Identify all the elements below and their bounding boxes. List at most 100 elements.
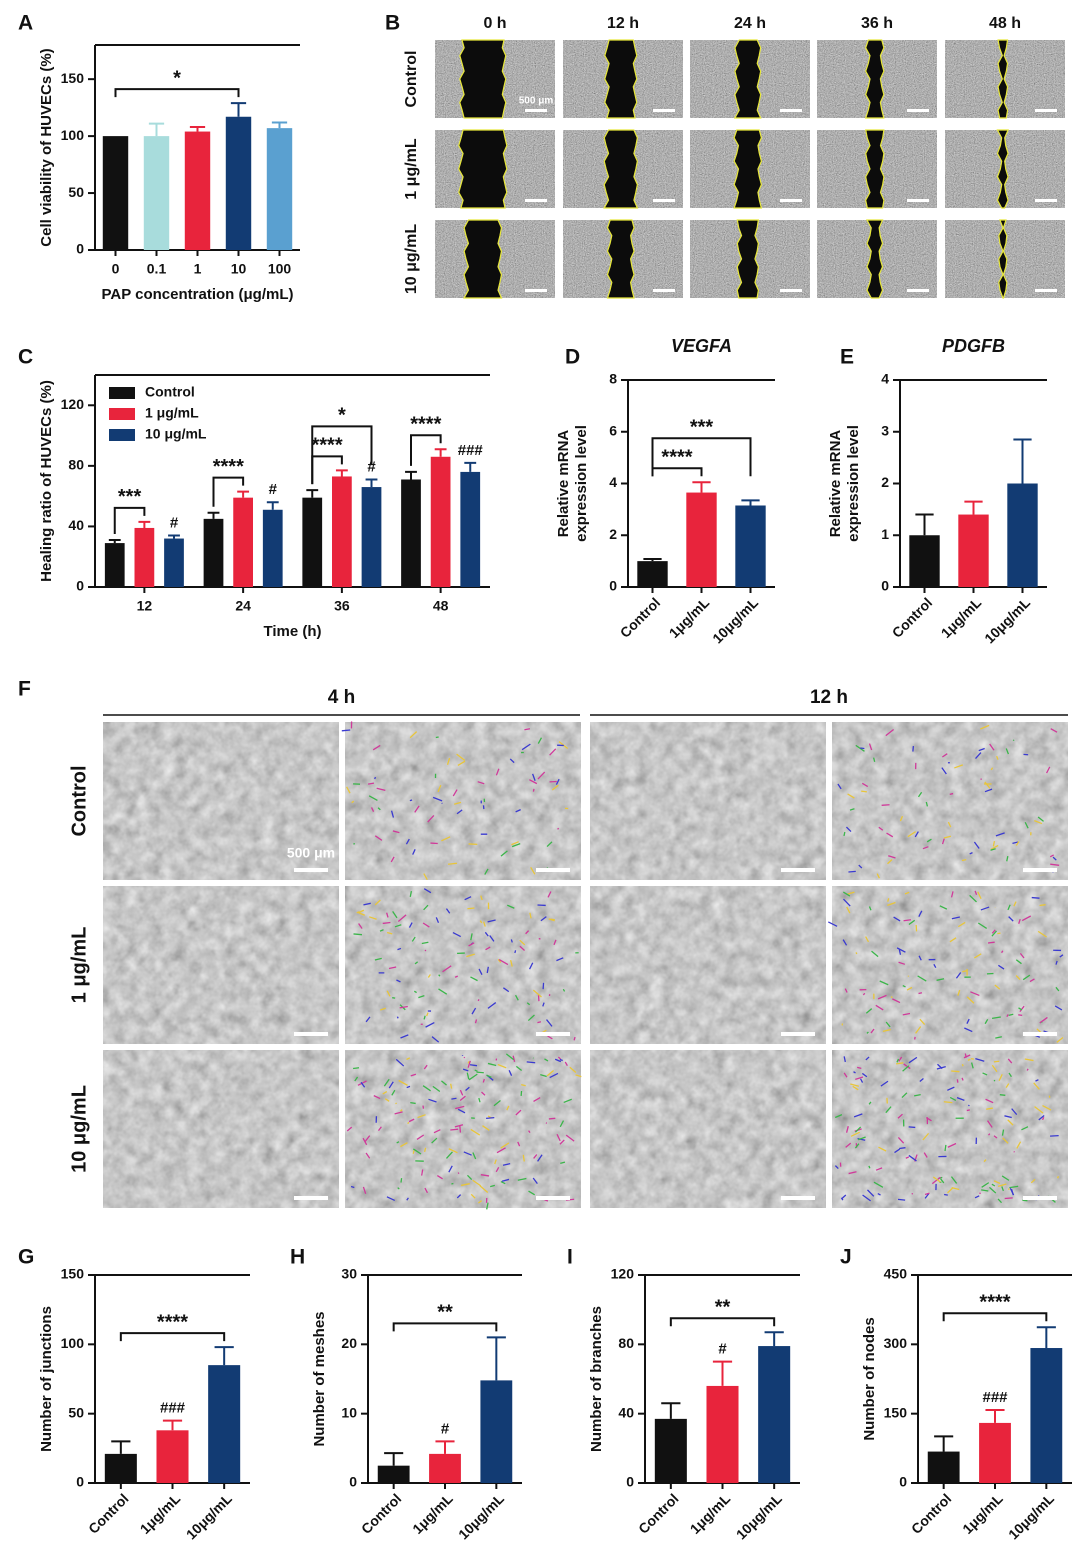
significance-label: *** <box>690 416 714 438</box>
network-segment <box>557 827 560 830</box>
x-tick-label: 10μg/mL <box>1005 1490 1057 1542</box>
network-segment <box>478 1097 481 1103</box>
network-segment <box>546 1069 555 1077</box>
network-segment <box>1026 1068 1029 1071</box>
micrograph <box>345 886 581 1044</box>
network-segment <box>966 996 975 1004</box>
network-segment <box>486 1202 489 1210</box>
error-bar <box>207 511 220 519</box>
network-segment <box>1007 1119 1014 1126</box>
network-segment <box>944 1144 947 1152</box>
panel-label: I <box>567 1246 573 1269</box>
network-segment <box>435 736 439 739</box>
network-segment <box>435 917 440 924</box>
x-tick-label: 1μg/mL <box>409 1490 456 1537</box>
network-segment <box>1042 1105 1052 1111</box>
network-segment <box>412 1150 415 1154</box>
network-segment <box>844 988 848 993</box>
network-segment <box>881 804 890 806</box>
network-segment <box>456 753 466 761</box>
bar <box>225 116 252 250</box>
x-tick-label: 10μg/mL <box>455 1490 507 1542</box>
network-segment <box>1031 896 1040 899</box>
network-segment <box>897 1113 903 1119</box>
network-segment <box>1056 1175 1060 1179</box>
network-segment <box>410 1102 416 1105</box>
network-segment <box>399 1005 408 1009</box>
network-segment <box>918 992 923 995</box>
network-segment <box>947 821 952 828</box>
network-segment <box>565 1134 575 1142</box>
network-overlay <box>341 721 569 880</box>
network-segment <box>532 1177 538 1184</box>
y-tick-label: 40 <box>68 517 84 533</box>
error-bar <box>692 481 711 493</box>
bar <box>1030 1348 1063 1483</box>
network-segment <box>989 743 995 751</box>
network-segment <box>827 921 838 927</box>
network-segment <box>351 800 355 804</box>
network-segment <box>845 826 852 833</box>
network-segment <box>424 949 427 952</box>
network-segment <box>467 907 475 910</box>
network-segment <box>1010 1188 1014 1196</box>
network-segment <box>988 1133 991 1136</box>
error-bar <box>162 1419 183 1431</box>
network-segment <box>1045 766 1051 774</box>
significance-bracket <box>669 1317 776 1327</box>
network-segment <box>421 1169 424 1176</box>
network-segment <box>991 1016 1001 1019</box>
network-segment <box>454 975 458 978</box>
x-tick-label: 1μg/mL <box>137 1490 184 1537</box>
micrograph <box>103 1050 339 1208</box>
network-segment <box>990 767 994 771</box>
bar <box>927 1451 960 1483</box>
network-segment <box>423 1015 426 1020</box>
network-segment <box>432 1085 441 1092</box>
bar <box>102 136 129 250</box>
network-segment <box>1022 1199 1028 1202</box>
network-segment <box>446 757 451 765</box>
network-segment <box>885 728 894 737</box>
network-segment <box>532 788 535 792</box>
network-segment <box>397 947 402 951</box>
network-segment <box>540 1074 547 1078</box>
network-segment <box>936 978 945 981</box>
network-segment <box>365 1016 371 1023</box>
network-segment <box>917 975 927 982</box>
network-segment <box>511 841 519 846</box>
network-segment <box>474 1069 478 1072</box>
network-segment <box>399 1109 403 1112</box>
legend-label: 10 μg/mL <box>145 426 207 442</box>
network-segment <box>868 743 873 751</box>
network-segment <box>1008 1072 1012 1078</box>
network-segment <box>412 1148 422 1155</box>
network-segment <box>997 1183 1007 1188</box>
network-segment <box>537 737 543 744</box>
network-segment <box>1021 1126 1029 1131</box>
significance-bracket <box>942 1312 1048 1322</box>
network-segment <box>914 1093 921 1097</box>
bar <box>361 487 382 587</box>
error-bar <box>108 539 121 544</box>
network-segment <box>575 1074 582 1078</box>
network-segment <box>1022 974 1031 981</box>
significance-label: **** <box>661 446 692 468</box>
y-tick-label: 40 <box>618 1404 634 1420</box>
wound-area <box>733 39 762 119</box>
network-segment <box>879 980 889 986</box>
network-segment <box>486 1074 492 1078</box>
x-tick-label: 10μg/mL <box>183 1490 235 1542</box>
scale-bar <box>536 868 570 872</box>
network-segment <box>939 905 948 910</box>
row-label: 1 μg/mL <box>403 138 420 200</box>
network-segment <box>438 988 448 995</box>
network-segment <box>450 1128 459 1131</box>
row-label: Control <box>403 51 420 108</box>
network-segment <box>907 831 916 838</box>
network-segment <box>980 906 990 911</box>
network-segment <box>450 1083 453 1089</box>
network-segment <box>455 1105 465 1110</box>
network-segment <box>925 801 929 807</box>
error-bar <box>764 1331 784 1347</box>
